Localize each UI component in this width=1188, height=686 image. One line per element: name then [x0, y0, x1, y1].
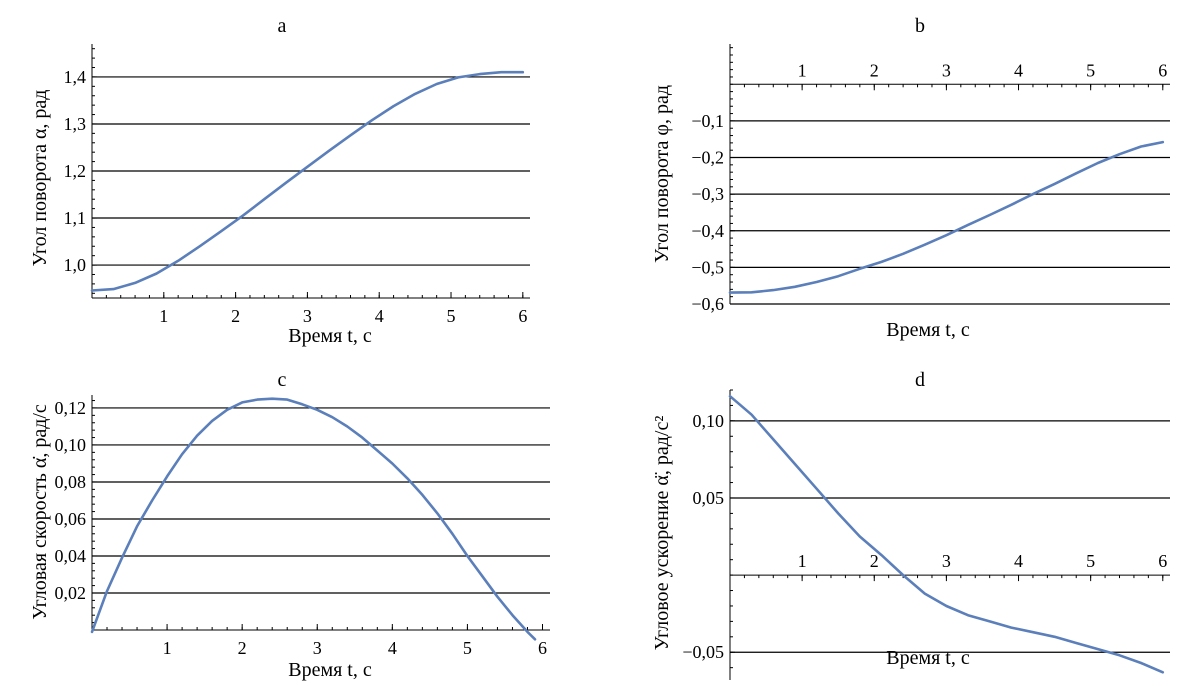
x-tick-label: 6	[538, 638, 547, 658]
y-tick-label: −0,05	[682, 642, 724, 662]
y-axis-title: Угол поворота φ, рад	[651, 85, 673, 263]
y-tick-label: 0,02	[55, 583, 87, 603]
x-tick-label: 4	[1014, 551, 1023, 571]
x-tick-label: 2	[231, 306, 240, 326]
y-tick-label: 1,4	[64, 67, 87, 87]
x-tick-label: 2	[870, 60, 879, 80]
x-tick-label: 6	[518, 306, 527, 326]
x-tick-label: 6	[1158, 551, 1167, 571]
x-tick-label: 4	[1014, 60, 1023, 80]
y-tick-label: 1,0	[64, 255, 87, 275]
panel-letter-b: b	[915, 15, 925, 37]
y-tick-label: 0,08	[55, 472, 87, 492]
x-tick-label: 4	[388, 638, 397, 658]
y-tick-label: −0,4	[691, 221, 724, 241]
x-axis-title: Время t, с	[288, 659, 372, 681]
y-tick-label: 1,1	[64, 208, 87, 228]
panel-letter-c: c	[278, 369, 287, 391]
y-tick-label: 0,10	[55, 435, 87, 455]
series-line	[728, 140, 1165, 294]
x-tick-label: 1	[798, 551, 807, 571]
y-tick-label: 0,05	[693, 488, 725, 508]
y-tick-label: −0,6	[691, 294, 724, 314]
x-tick-label: 4	[375, 306, 384, 326]
y-tick-label: 0,12	[55, 398, 87, 418]
x-tick-label: 2	[238, 638, 247, 658]
y-tick-label: −0,2	[691, 148, 724, 168]
y-tick-label: −0,5	[691, 257, 724, 277]
x-tick-label: 5	[447, 306, 456, 326]
series-line	[90, 397, 537, 641]
panel-letter-a: a	[278, 15, 287, 37]
x-tick-label: 2	[870, 551, 879, 571]
x-tick-label: 1	[159, 306, 168, 326]
x-tick-label: 1	[798, 60, 807, 80]
x-tick-label: 6	[1158, 60, 1167, 80]
panel-d: d 0,10 0,05 −0,05 1 2 3 4 5 6 Время t, с Угловое ус…	[651, 369, 1170, 680]
y-tick-label: 0,06	[55, 509, 87, 529]
panel-b: b −0,1 −0,2 −0,3 −0,4 −0,5 −0,6 1 2 3 4 5 6 Время t, …	[651, 15, 1170, 341]
x-tick-label: 5	[1086, 551, 1095, 571]
x-axis-title: Время t, с	[886, 647, 970, 669]
y-axis-title: Угол поворота α, рад	[29, 90, 51, 267]
panel-letter-d: d	[915, 369, 925, 391]
x-tick-label: 3	[303, 306, 312, 326]
x-axis-title: Время t, с	[288, 325, 372, 347]
y-axis-title: Угловая скорость α̇, рад/с	[29, 404, 51, 620]
x-tick-label: 3	[942, 551, 951, 571]
y-tick-label: 1,2	[64, 161, 87, 181]
y-tick-label: −0,3	[691, 184, 724, 204]
x-tick-label: 1	[163, 638, 172, 658]
y-tick-label: 0,04	[55, 546, 87, 566]
x-tick-label: 5	[463, 638, 472, 658]
y-tick-label: 0,10	[693, 411, 725, 431]
y-axis-title: Угловое ускорение α̈, рад/с²	[651, 416, 673, 651]
series-line	[728, 394, 1165, 674]
x-axis-title: Время t, с	[886, 319, 970, 341]
y-tick-label: 1,3	[64, 114, 87, 134]
x-tick-label: 3	[942, 60, 951, 80]
x-tick-label: 5	[1086, 60, 1095, 80]
panel-c: c 0,02 0,04 0,06 0,08 0,10 0,12 1 2 3 4 5 6 Время t, …	[29, 369, 550, 681]
x-tick-label: 3	[313, 638, 322, 658]
y-tick-label: −0,1	[691, 111, 724, 131]
panel-a: a 1,0 1,1 1,2 1,3 1,4 1 2 3 4 5 6 Время t, с Угол пов…	[29, 15, 530, 347]
series-line	[90, 70, 525, 292]
